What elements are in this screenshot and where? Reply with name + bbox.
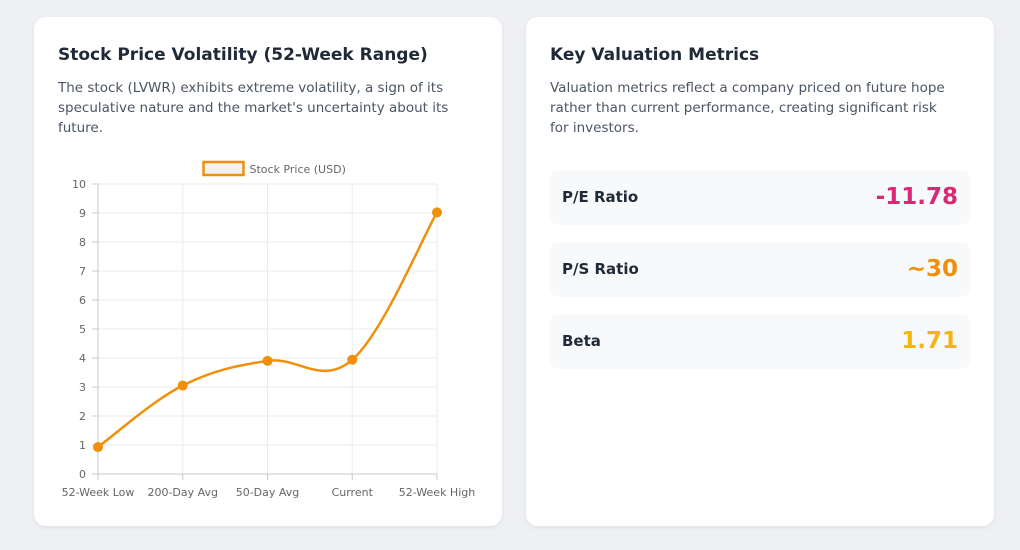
metrics-card-description: Valuation metrics reflect a company pric… <box>550 80 945 136</box>
x-tick-label: 52-Week High <box>399 486 475 499</box>
y-tick-label: 2 <box>79 410 86 423</box>
data-point <box>262 355 273 366</box>
metric-value: -11.78 <box>875 184 958 210</box>
metric-ps-ratio: P/S Ratio ~30 <box>550 242 970 297</box>
y-tick-label: 4 <box>79 352 86 365</box>
metric-label: Beta <box>562 332 601 350</box>
y-tick-label: 0 <box>79 468 86 481</box>
y-tick-label: 9 <box>79 207 86 220</box>
metrics-card-title: Key Valuation Metrics <box>550 45 760 65</box>
valuation-metrics-card: Key Valuation Metrics Valuation metrics … <box>526 17 994 526</box>
metric-value: ~30 <box>906 256 958 282</box>
x-tick-label: Current <box>332 486 374 499</box>
metric-label: P/S Ratio <box>562 260 639 278</box>
legend-swatch <box>202 160 245 177</box>
metric-beta: Beta 1.71 <box>550 314 970 369</box>
data-point <box>347 354 358 365</box>
volatility-card-title: Stock Price Volatility (52-Week Range) <box>58 45 428 65</box>
y-tick-label: 5 <box>79 323 86 336</box>
y-tick-label: 10 <box>72 178 86 191</box>
stock-price-chart: 0 1 2 3 4 5 6 7 8 9 10 52-Week Low 200-Day Avg 50-Day… <box>62 160 475 499</box>
metric-value: 1.71 <box>901 328 958 354</box>
x-tick-label: 200-Day Avg <box>147 486 218 499</box>
series-line <box>97 211 439 449</box>
data-point <box>93 442 103 453</box>
y-tick-label: 1 <box>79 439 86 452</box>
data-point <box>432 207 442 218</box>
volatility-card-description: The stock (LVWR) exhibits extreme volati… <box>58 80 449 136</box>
x-tick-label: 50-Day Avg <box>236 486 300 499</box>
y-tick-label: 6 <box>79 294 86 307</box>
metric-label: P/E Ratio <box>562 188 639 206</box>
legend-label: Stock Price (USD) <box>250 163 346 176</box>
y-tick-label: 3 <box>79 381 86 394</box>
x-tick-label: 52-Week Low <box>62 486 135 499</box>
volatility-card: Stock Price Volatility (52-Week Range) T… <box>34 17 502 526</box>
data-point <box>177 380 188 391</box>
y-tick-label: 8 <box>79 236 86 249</box>
y-tick-label: 7 <box>79 265 86 278</box>
metric-pe-ratio: P/E Ratio -11.78 <box>550 170 970 225</box>
